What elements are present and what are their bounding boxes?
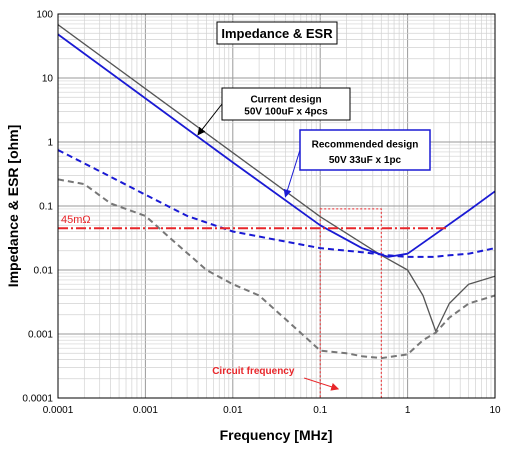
- title-frame: [216, 21, 338, 45]
- y-tick-label: 100: [36, 10, 53, 21]
- tick-labels: 0.0001 0.001 0.01 0.1 1 10 0.0001 0.001 0.01 0.1 1…: [22, 10, 501, 417]
- y-tick-label: 1: [47, 138, 53, 149]
- y-tick-label: 0.001: [28, 330, 53, 341]
- series-line: [58, 33, 495, 258]
- x-tick-label: 0.01: [223, 405, 243, 416]
- x-tick-label: 10: [489, 405, 501, 416]
- series-line: [58, 178, 495, 360]
- y-tick-label: 0.01: [34, 266, 54, 277]
- x-axis-label: Frequency [MHz]: [220, 427, 333, 443]
- title-box: Impedance & ESR: [216, 21, 338, 45]
- annotation-text: Current design: [250, 94, 321, 105]
- plot-border: [57, 13, 496, 399]
- reference-line-label: 45mΩ: [61, 214, 91, 226]
- y-axis-label: Impedance & ESR [ohm]: [5, 125, 21, 288]
- chart-title: Impedance & ESR: [221, 26, 333, 41]
- circuit-frequency-arrow: [304, 377, 340, 391]
- annotation-arrow: [283, 149, 301, 198]
- grid: [57, 14, 495, 399]
- circuit-frequency-label: Circuit frequency: [212, 366, 295, 377]
- annotation-text: 50V 33uF x 1pc: [329, 155, 402, 166]
- reference-line-group: 45mΩ: [58, 214, 449, 230]
- annotation-current: Current design 50V 100uF x 4pcs: [197, 87, 351, 136]
- x-tick-label: 0.001: [133, 405, 158, 416]
- annotation-recommended: Recommended design 50V 33uF x 1pc: [283, 129, 431, 198]
- series-line: [58, 149, 495, 258]
- y-tick-label: 10: [42, 74, 54, 85]
- x-tick-label: 1: [405, 405, 411, 416]
- annotations: Current design 50V 100uF x 4pcs Recommende…: [197, 87, 431, 198]
- annotation-box: [221, 87, 351, 121]
- x-tick-label: 0.1: [313, 405, 327, 416]
- annotation-text: Recommended design: [312, 139, 419, 150]
- annotation-text: 50V 100uF x 4pcs: [244, 107, 328, 118]
- y-tick-label: 0.0001: [22, 394, 53, 405]
- x-tick-label: 0.0001: [43, 405, 74, 416]
- y-tick-label: 0.1: [39, 202, 53, 213]
- annotation-box: [299, 129, 431, 171]
- annotation-arrow: [197, 103, 223, 136]
